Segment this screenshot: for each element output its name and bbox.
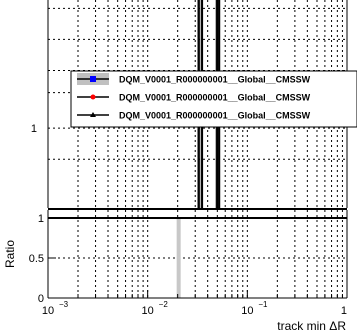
legend-label: DQM_V0001_R000000001__Global__CMSSW bbox=[119, 75, 311, 85]
y-axis-title: Ratio bbox=[3, 240, 17, 268]
ratio-band bbox=[176, 218, 181, 298]
x-tick-label: 10 bbox=[42, 305, 54, 317]
legend-marker-triangle bbox=[90, 112, 96, 117]
legend: DQM_V0001_R000000001__Global__CMSSW DQM_V… bbox=[70, 70, 357, 128]
ratio-y-tick-label: 0 bbox=[38, 293, 44, 305]
ratio-panel: 0 0.5 1 10 −3 10 −2 10 −1 1 track min ΔR Ratio bbox=[3, 208, 348, 333]
x-tick-label: 10 bbox=[241, 305, 253, 317]
x-axis-title: track min ΔR bbox=[277, 319, 346, 333]
ratio-y-tick-label: 0.5 bbox=[29, 253, 44, 265]
legend-marker-circle bbox=[90, 94, 96, 100]
ratio-y-tick-label: 1 bbox=[38, 213, 44, 225]
legend-box bbox=[70, 70, 357, 128]
main-panel: 1DQM_V0001_R000000001__Global__CMSSWDQM_… bbox=[31, 0, 357, 208]
y-tick-label: 1 bbox=[31, 123, 37, 135]
x-tick-exponent: −1 bbox=[258, 300, 268, 309]
x-tick-label: 10 bbox=[142, 305, 154, 317]
legend-label: DQM_V0001_R000000001__Global__CMSSW bbox=[119, 111, 311, 121]
x-tick-exponent: −3 bbox=[59, 300, 69, 309]
x-tick-exponent: −2 bbox=[159, 300, 169, 309]
legend-label: DQM_V0001_R000000001__Global__CMSSW bbox=[119, 93, 311, 103]
x-tick-label: 1 bbox=[341, 305, 347, 317]
legend-marker-square bbox=[90, 76, 96, 82]
